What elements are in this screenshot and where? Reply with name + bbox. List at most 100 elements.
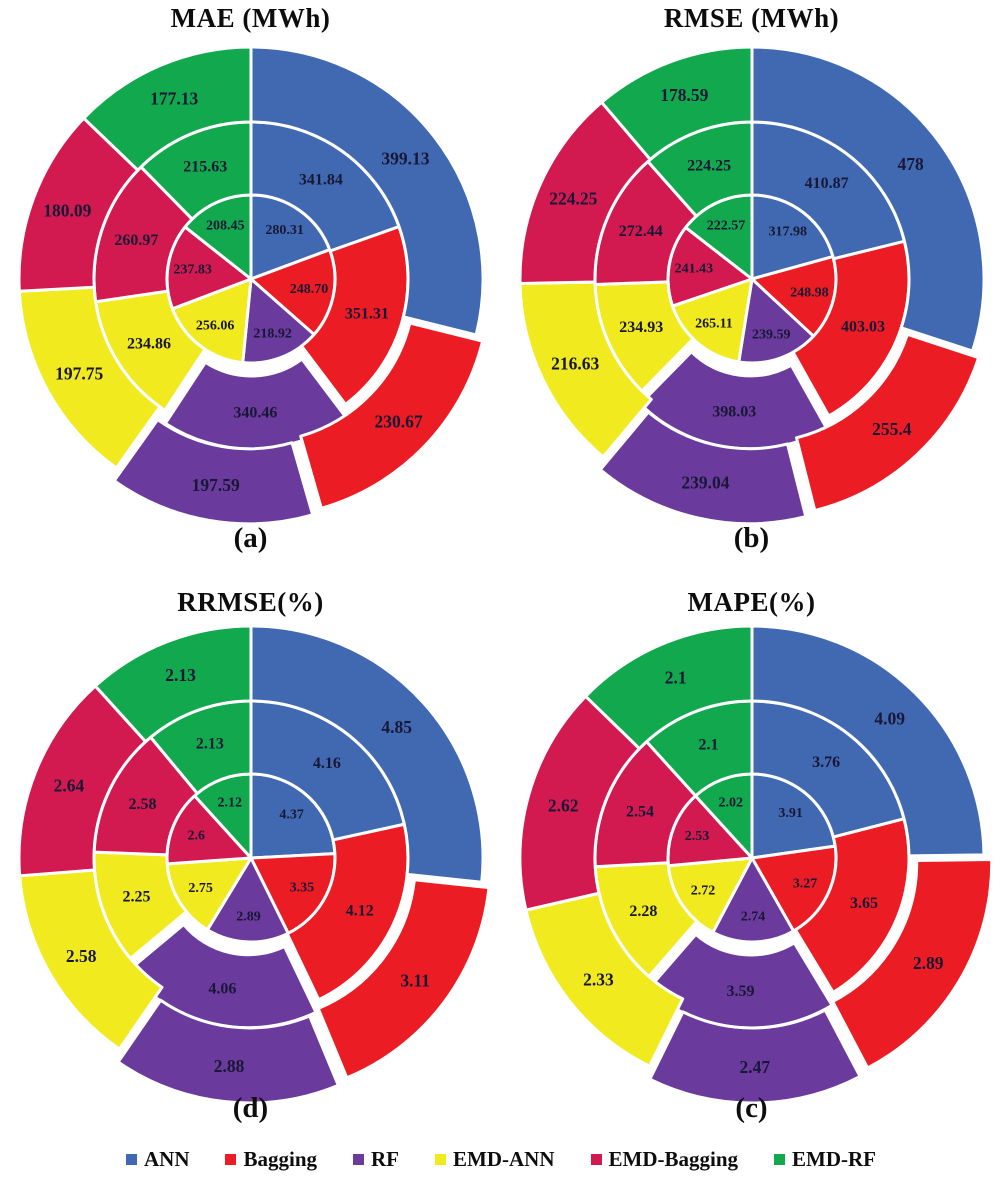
c-inner-rf-sector bbox=[710, 856, 795, 944]
d-outer-emd-ann-sector bbox=[17, 868, 163, 1051]
b-inner-rf-value: 239.59 bbox=[751, 327, 790, 342]
d-middle-emd-bagging-value: 2.58 bbox=[128, 796, 156, 813]
b-outer-emd-ann-sector bbox=[518, 280, 653, 459]
d-outer-ann-value: 4.85 bbox=[381, 717, 412, 737]
b-outer-bagging-sector bbox=[794, 332, 980, 512]
a-outer-rf-sector bbox=[112, 417, 314, 525]
c-middle-ann-value: 3.76 bbox=[812, 754, 840, 771]
a-inner-emd-ann-value: 256.06 bbox=[195, 318, 234, 333]
a-middle-ann-value: 341.84 bbox=[298, 171, 342, 188]
legend-item-emd-ann: EMD-ANN bbox=[435, 1147, 555, 1172]
d-inner-emd-bagging-value: 2.6 bbox=[187, 828, 205, 843]
a-inner-bagging-value: 248.70 bbox=[289, 282, 328, 297]
legend-label: EMD-RF bbox=[792, 1147, 876, 1171]
a-outer-emd-rf-value: 177.13 bbox=[150, 88, 198, 108]
chart-cell-d: RRMSE(%) 4.37 3.35 2.89 2.75 2.6 2.12 4.16 4.12… bbox=[0, 572, 501, 1130]
c-outer-emd-bagging-value: 2.62 bbox=[547, 795, 578, 815]
b-inner-emd-ann-value: 265.11 bbox=[695, 316, 733, 331]
c-outer-rf-value: 2.47 bbox=[739, 1057, 770, 1077]
c-outer-ann-value: 4.09 bbox=[874, 708, 905, 728]
a-middle-emd-ann-value: 234.86 bbox=[127, 335, 171, 352]
c-inner-rf-value: 2.74 bbox=[740, 909, 765, 924]
b-outer-emd-bagging-value: 224.25 bbox=[549, 188, 597, 208]
legend-item-emd-bagging: EMD-Bagging bbox=[590, 1147, 739, 1172]
legend-label: EMD-ANN bbox=[453, 1147, 555, 1171]
legend-swatch-ann bbox=[125, 1154, 137, 1165]
d-outer-ann-sector bbox=[249, 624, 484, 884]
nested-ring-chart-rrmse: 4.37 3.35 2.89 2.75 2.6 2.12 4.16 4.12 4.06 2.25 2… bbox=[17, 624, 490, 1105]
b-inner-emd-rf-value: 222.57 bbox=[706, 218, 745, 233]
b-inner-emd-bagging-value: 241.43 bbox=[674, 261, 713, 276]
c-outer-emd-ann-sector bbox=[523, 891, 684, 1068]
chart-caption-c: (c) bbox=[735, 1091, 768, 1124]
c-outer-rf-sector bbox=[647, 1008, 862, 1105]
chart-title-rmse: RMSE (MWh) bbox=[663, 3, 840, 33]
legend-item-rf: RF bbox=[353, 1147, 399, 1172]
charts-grid: MAE (MWh) 280.31 248.70 218.92 256.06 237.83… bbox=[0, 0, 1002, 1130]
chart-cell-a: MAE (MWh) 280.31 248.70 218.92 256.06 237.83… bbox=[0, 0, 501, 572]
d-middle-emd-ann-value: 2.25 bbox=[122, 888, 150, 905]
c-outer-bagging-sector bbox=[830, 857, 993, 1070]
a-inner-ann-value: 280.31 bbox=[265, 223, 304, 238]
a-middle-emd-bagging-value: 260.97 bbox=[114, 232, 158, 249]
chart-cell-c: MAPE(%) 3.91 3.27 2.74 2.72 2.53 2.02 3.76 3.65… bbox=[501, 572, 1002, 1130]
a-inner-emd-bagging-value: 237.83 bbox=[173, 262, 212, 277]
b-outer-rf-value: 239.04 bbox=[681, 472, 729, 492]
d-middle-emd-rf-value: 2.13 bbox=[195, 735, 223, 752]
a-inner-rf-value: 218.92 bbox=[253, 326, 292, 341]
b-middle-rf-value: 398.03 bbox=[712, 403, 756, 420]
a-outer-bagging-value: 230.67 bbox=[374, 411, 422, 431]
chart-title-mae: MAE (MWh) bbox=[170, 3, 331, 33]
a-outer-bagging-sector bbox=[298, 321, 484, 510]
legend-swatch-emd-bagging bbox=[590, 1154, 602, 1165]
d-outer-emd-rf-value: 2.13 bbox=[165, 665, 196, 685]
d-inner-bagging-value: 3.35 bbox=[289, 880, 314, 895]
legend-swatch-bagging bbox=[225, 1154, 237, 1165]
d-outer-rf-sector bbox=[116, 998, 340, 1105]
legend-label: Bagging bbox=[243, 1147, 318, 1171]
c-middle-rf-value: 3.59 bbox=[726, 983, 754, 1000]
d-inner-emd-rf-value: 2.12 bbox=[217, 795, 242, 810]
b-middle-emd-bagging-value: 272.44 bbox=[618, 222, 662, 239]
d-inner-ann-value: 4.37 bbox=[279, 807, 304, 822]
a-middle-rf-value: 340.46 bbox=[233, 404, 277, 421]
a-outer-rf-value: 197.59 bbox=[191, 475, 239, 495]
c-middle-emd-rf-value: 2.1 bbox=[698, 736, 718, 753]
a-outer-ann-value: 399.13 bbox=[381, 148, 429, 168]
a-inner-emd-rf-value: 208.45 bbox=[206, 218, 245, 233]
chart-caption-d: (d) bbox=[232, 1091, 269, 1124]
c-inner-emd-ann-value: 2.72 bbox=[690, 883, 715, 898]
c-middle-emd-ann-value: 2.28 bbox=[629, 902, 657, 919]
legend-item-emd-rf: EMD-RF bbox=[774, 1147, 876, 1172]
legend-item-bagging: Bagging bbox=[225, 1147, 317, 1172]
nested-ring-chart-rmse: 317.98 248.98 239.59 265.11 241.43 222.57 410.… bbox=[518, 45, 985, 525]
d-outer-emd-bagging-value: 2.64 bbox=[53, 775, 84, 795]
c-middle-emd-bagging-value: 2.54 bbox=[626, 803, 654, 820]
c-inner-emd-bagging-value: 2.53 bbox=[684, 829, 709, 844]
d-middle-ann-value: 4.16 bbox=[312, 755, 340, 772]
legend-label: RF bbox=[371, 1147, 400, 1171]
d-middle-rf-value: 4.06 bbox=[208, 980, 236, 997]
b-middle-ann-value: 410.87 bbox=[804, 175, 848, 192]
d-outer-bagging-value: 3.11 bbox=[400, 970, 430, 990]
a-outer-emd-ann-value: 197.75 bbox=[55, 363, 103, 383]
b-outer-emd-bagging-sector bbox=[518, 100, 652, 285]
d-outer-emd-bagging-sector bbox=[17, 684, 147, 878]
b-outer-ann-value: 478 bbox=[897, 154, 924, 174]
nested-ring-chart-mae: 280.31 248.70 218.92 256.06 237.83 208.45 341.… bbox=[17, 45, 484, 525]
legend-swatch-emd-rf bbox=[774, 1154, 786, 1165]
c-outer-emd-rf-value: 2.1 bbox=[664, 667, 686, 687]
legend-label: EMD-Bagging bbox=[608, 1147, 739, 1171]
b-outer-rf-sector bbox=[598, 410, 807, 525]
nested-ring-chart-mape: 3.91 3.27 2.74 2.72 2.53 2.02 3.76 3.65 3.59 2.28… bbox=[518, 624, 993, 1105]
b-middle-emd-rf-value: 224.25 bbox=[687, 157, 731, 174]
c-inner-bagging-value: 3.27 bbox=[792, 876, 817, 891]
c-outer-emd-rf-sector bbox=[583, 624, 753, 750]
c-outer-ann-sector bbox=[750, 624, 985, 858]
a-outer-ann-sector bbox=[249, 45, 484, 337]
legend-item-ann: ANN bbox=[125, 1147, 189, 1172]
chart-title-rrmse: RRMSE(%) bbox=[177, 587, 324, 617]
b-outer-emd-ann-value: 216.63 bbox=[551, 353, 599, 373]
b-outer-emd-rf-value: 178.59 bbox=[660, 85, 708, 105]
c-middle-bagging-value: 3.65 bbox=[850, 895, 878, 912]
